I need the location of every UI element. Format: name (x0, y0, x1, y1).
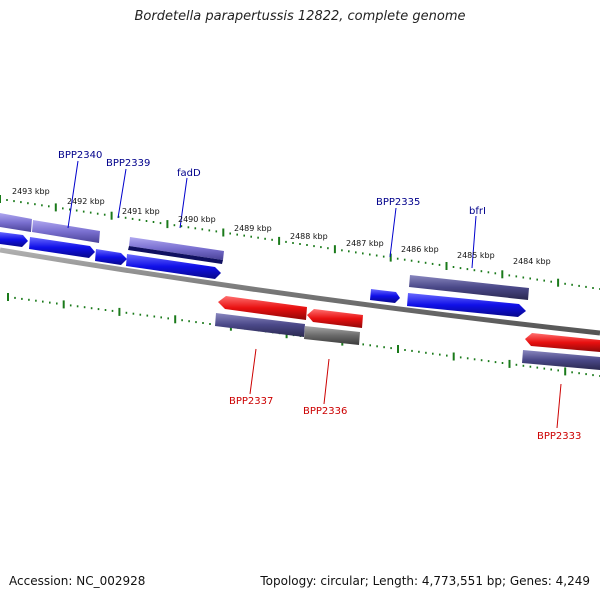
gene-arrow (29, 237, 95, 258)
tick-label: 2492 kbp (67, 197, 105, 206)
gene-feature (128, 246, 223, 264)
leader-lines (67, 160, 562, 429)
gene-arrow (307, 309, 363, 328)
gene-feature (32, 220, 100, 243)
genome-backbone (0, 247, 600, 336)
tick-label: 2486 kbp (401, 245, 439, 254)
leader-line (471, 215, 477, 269)
tick-label: 2493 kbp (12, 187, 50, 196)
reverse-genes (215, 296, 600, 370)
leader-line (67, 160, 79, 229)
gene-arrow (218, 296, 307, 320)
tick-label: 2487 kbp (346, 239, 384, 248)
topology-text: Topology: circular; Length: 4,773,551 bp… (260, 574, 590, 588)
tick-label: 2488 kbp (290, 232, 328, 241)
gene-arrow (525, 333, 600, 352)
gene-label-bpp2333: BPP2333 (537, 431, 581, 442)
leader-line (117, 168, 127, 219)
tick-label: 2490 kbp (178, 215, 216, 224)
gene-label-bfri: bfrI (469, 206, 486, 217)
tick-label: 2489 kbp (234, 224, 272, 233)
gene-feature (0, 213, 32, 232)
gene-feature (409, 275, 529, 300)
leader-line (179, 177, 188, 229)
leader-line (249, 348, 257, 395)
tick-label: 2485 kbp (457, 251, 495, 260)
gene-arrow (95, 249, 127, 265)
gene-label-bpp2340: BPP2340 (58, 150, 102, 161)
kbp-labels: 2493 kbp 2492 kbp 2491 kbp 2490 kbp 2489… (12, 187, 551, 266)
gene-feature (215, 313, 305, 337)
gene-labels: BPP2340 BPP2339 fadD BPP2335 bfrI BPP233… (58, 150, 581, 442)
leader-line (556, 383, 562, 429)
gene-label-fadd: fadD (177, 168, 201, 179)
gene-label-bpp2337: BPP2337 (229, 396, 273, 407)
map-title: Bordetella parapertussis 12822, complete… (134, 9, 466, 24)
accession-text: Accession: NC_002928 (9, 574, 146, 588)
gene-arrow (370, 289, 400, 303)
leader-line (323, 358, 330, 405)
gene-feature (129, 237, 224, 260)
gene-arrow (407, 293, 526, 317)
leader-line (389, 207, 397, 258)
gene-feature (304, 326, 360, 345)
gene-arrow (126, 254, 221, 279)
gene-feature (522, 350, 600, 370)
gene-label-bpp2336: BPP2336 (303, 406, 347, 417)
tick-label: 2491 kbp (122, 207, 160, 216)
gene-label-bpp2335: BPP2335 (376, 197, 420, 208)
gene-label-bpp2339: BPP2339 (106, 158, 150, 169)
forward-genes (0, 213, 529, 317)
tick-label: 2484 kbp (513, 257, 551, 266)
gene-arrow (0, 232, 28, 247)
